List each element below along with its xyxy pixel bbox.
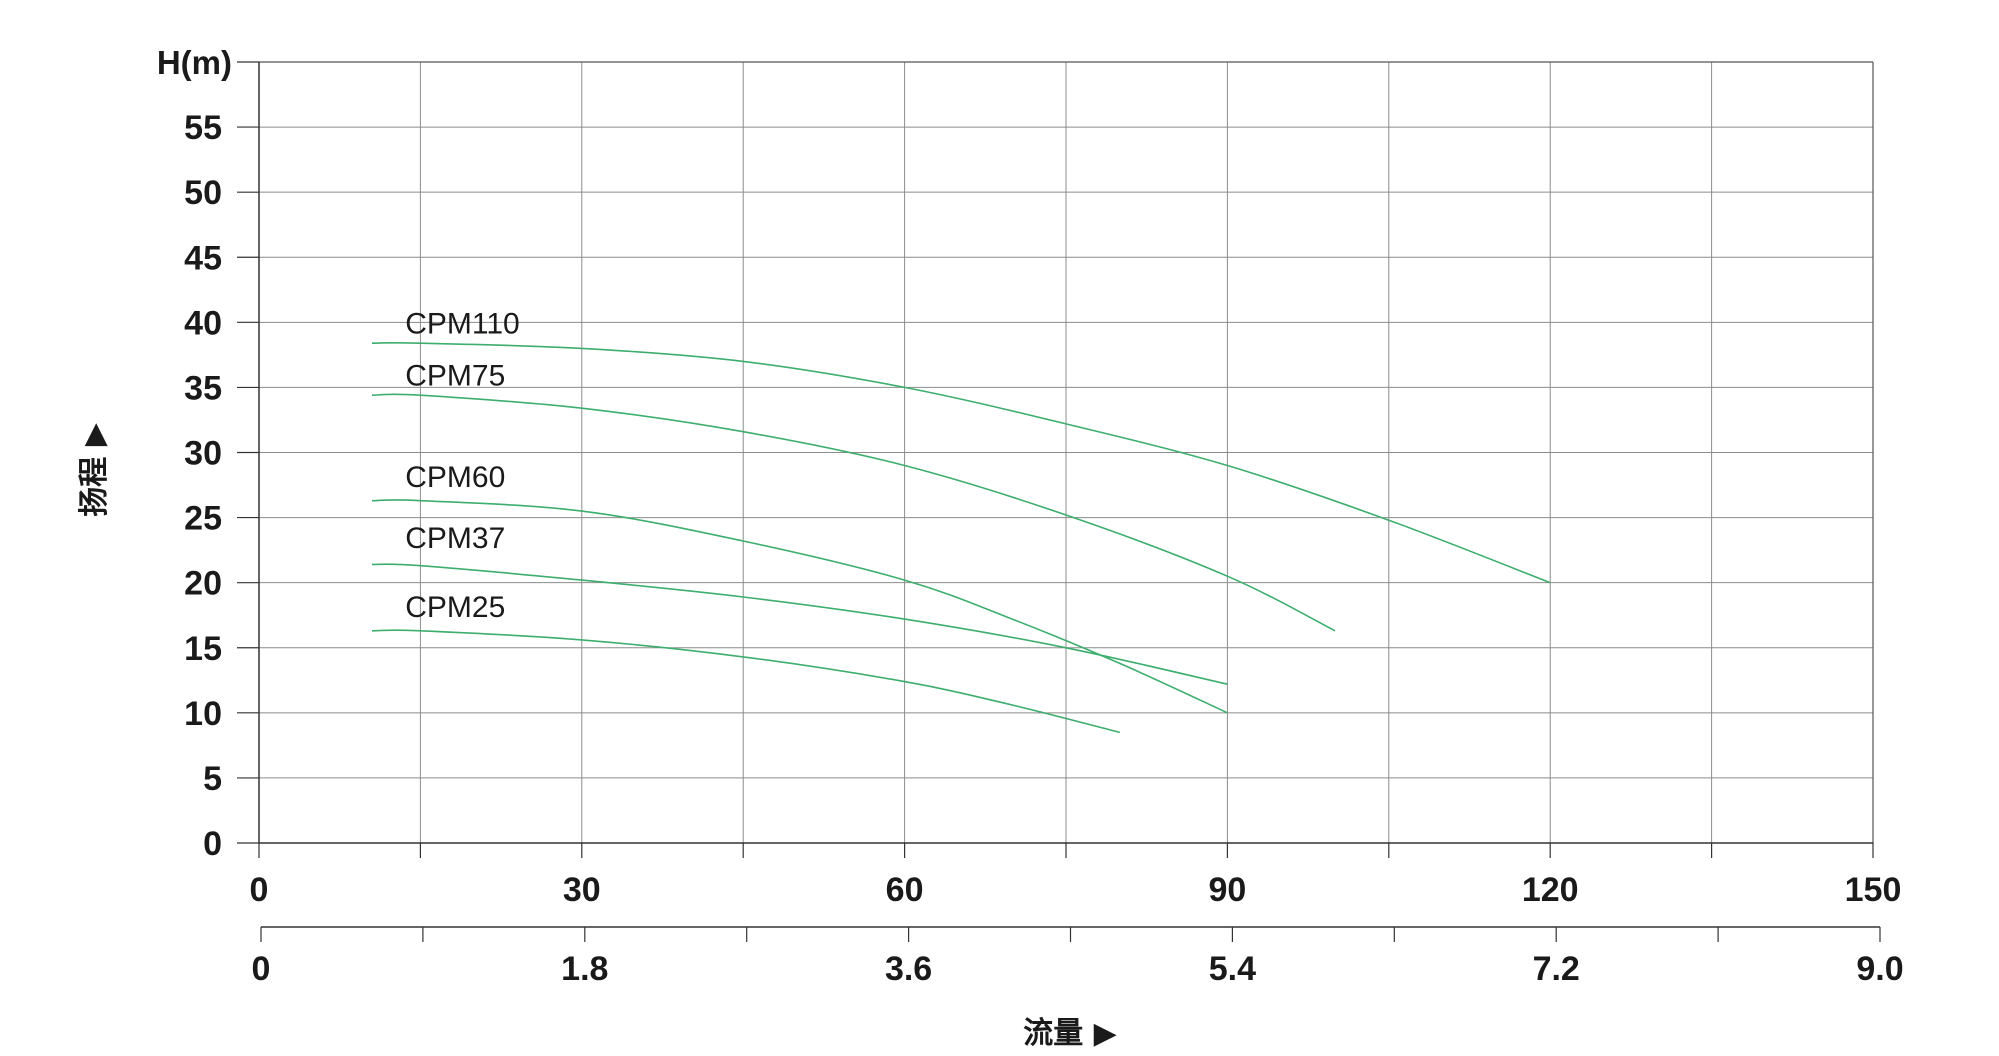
grid (259, 62, 1873, 843)
series-label-cpm25: CPM25 (405, 591, 505, 624)
y-tick-label: 50 (184, 174, 222, 212)
series-label-cpm60: CPM60 (405, 461, 505, 494)
y-tick-label: 10 (184, 695, 222, 733)
x-axis-title: 流量 ▶ (1023, 1016, 1117, 1051)
secondary-x-tick-label: 3.6 (885, 950, 932, 988)
y-tick-label: 0 (203, 825, 222, 863)
series-line-cpm25 (371, 629, 1120, 734)
secondary-x-tick-label: 1.8 (561, 950, 608, 988)
y-tick-label: 40 (184, 304, 222, 342)
secondary-x-tick-label: 7.2 (1533, 950, 1580, 988)
axes (237, 61, 1881, 942)
y-tick-label: 20 (184, 565, 222, 603)
labels: 0 5 10 15 20 25 30 35 40 45 50 55 H(m) 扬程 ▶ 0 30 60 90 120… (77, 44, 1904, 1051)
y-tick-label: 55 (184, 109, 222, 147)
series-label-cpm110: CPM110 (405, 307, 520, 340)
x-tick-label: 0 (250, 871, 269, 909)
x-tick-label: 30 (563, 871, 601, 909)
series-label-cpm75: CPM75 (405, 359, 505, 392)
series-label-cpm37: CPM37 (405, 522, 505, 555)
y-tick-label: 30 (184, 435, 222, 473)
series-line-cpm110 (371, 342, 1551, 584)
y-axis-title: 扬程 ▶ (77, 423, 112, 517)
y-tick-label: 45 (184, 239, 222, 277)
y-tick-label: 15 (184, 630, 222, 668)
series-line-cpm37 (371, 563, 1228, 685)
y-tick-label: 35 (184, 369, 222, 407)
y-tick-label: 25 (184, 500, 222, 538)
x-tick-label: 60 (886, 871, 924, 909)
secondary-x-tick-label: 0 (252, 950, 271, 988)
series-lines (371, 342, 1551, 734)
x-tick-label: 90 (1208, 871, 1246, 909)
series-line-cpm75 (371, 393, 1336, 632)
secondary-x-tick-label: 5.4 (1209, 950, 1256, 988)
x-tick-label: 150 (1845, 871, 1902, 909)
x-tick-label: 120 (1522, 871, 1579, 909)
secondary-x-tick-label: 9.0 (1856, 950, 1903, 988)
y-tick-label: 5 (203, 760, 222, 798)
y-unit-label: H(m) (157, 44, 232, 81)
